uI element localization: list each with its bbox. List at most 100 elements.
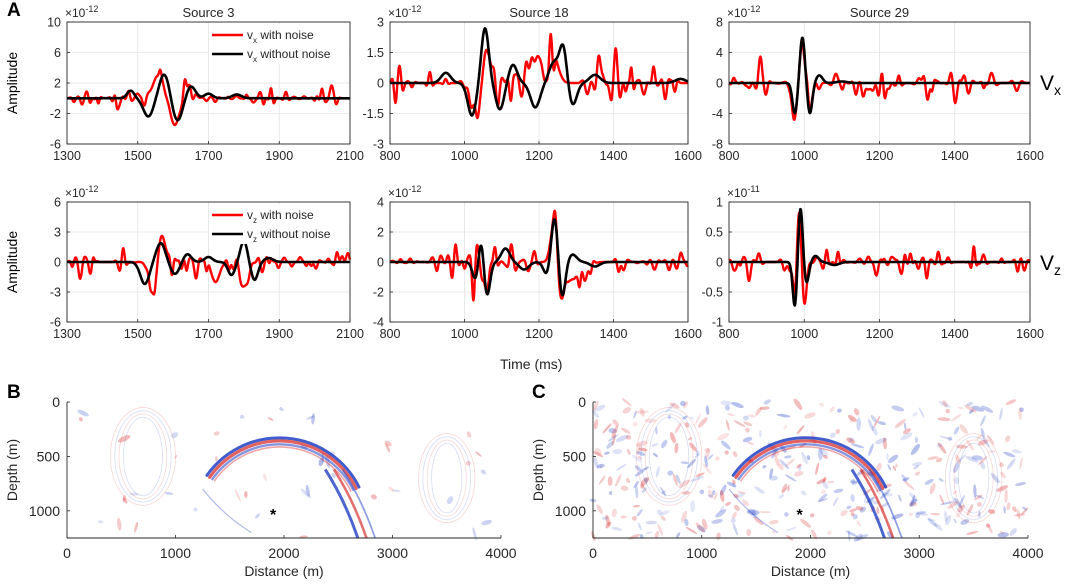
noise-speck <box>850 494 855 502</box>
chart-title: Source 18 <box>509 5 568 20</box>
noise-speck <box>833 488 844 493</box>
noise-speck <box>480 469 486 475</box>
noise-speck <box>720 440 731 450</box>
noise-speck <box>966 530 979 535</box>
noise-speck <box>644 466 649 470</box>
noise-speck <box>990 473 1000 484</box>
noise-speck <box>598 475 606 485</box>
noise-speck <box>602 423 612 434</box>
x-tick-label: 1700 <box>195 149 223 163</box>
noise-speck <box>909 492 918 502</box>
y-exponent-label: ×10-12 <box>65 4 98 20</box>
noise-speck <box>660 516 666 521</box>
noise-speck <box>837 408 842 413</box>
noise-speck <box>818 448 829 457</box>
noise-speck <box>636 451 646 456</box>
faint-ripple <box>123 416 163 496</box>
noise-speck <box>475 451 482 457</box>
legend-box <box>209 204 349 244</box>
noise-speck <box>612 434 616 446</box>
noise-speck <box>781 483 788 494</box>
noise-speck <box>129 492 139 496</box>
faint-ripple <box>958 442 990 514</box>
legend-entry: vx with noise <box>247 28 314 45</box>
noise-speck <box>726 481 736 487</box>
noise-speck <box>1014 513 1026 517</box>
noise-speck <box>914 436 919 443</box>
noise-speck <box>847 414 857 422</box>
noise-speck <box>988 509 996 514</box>
noise-speck <box>690 475 704 482</box>
noise-speck <box>213 431 220 436</box>
noise-speck <box>704 448 711 453</box>
noise-speck <box>1000 471 1006 479</box>
y-tick-label: 3 <box>54 226 61 240</box>
y-exponent-label: ×10-12 <box>388 4 421 20</box>
noise-speck <box>882 437 887 450</box>
noise-speck <box>777 413 791 418</box>
noise-speck <box>978 511 981 518</box>
noise-speck <box>705 447 710 459</box>
noise-speck <box>311 413 315 425</box>
noise-speck <box>645 478 648 485</box>
noise-speck <box>927 518 936 522</box>
noise-speck <box>607 476 613 487</box>
noise-speck <box>876 506 880 515</box>
noise-speck <box>681 510 688 523</box>
noise-speck <box>883 492 893 497</box>
noise-speck <box>97 520 104 524</box>
noise-speck <box>715 456 720 461</box>
x-tick-label: 1400 <box>600 149 628 163</box>
noise-speck <box>687 458 696 469</box>
legend-entry: vx without noise <box>247 47 331 64</box>
noise-speck <box>708 494 714 498</box>
noise-speck <box>665 402 676 413</box>
noise-speck <box>887 454 899 464</box>
noise-speck <box>876 463 882 472</box>
y-tick-label: 1 <box>716 196 723 210</box>
series-line-without-noise <box>728 207 1031 307</box>
noise-speck <box>687 437 693 441</box>
noise-speck <box>1015 482 1027 486</box>
noise-speck <box>945 408 950 414</box>
noise-speck <box>908 512 913 517</box>
noise-speck <box>599 464 603 469</box>
x-tick-label: 2100 <box>336 327 364 341</box>
noise-speck <box>733 504 740 511</box>
noise-speck <box>384 440 392 447</box>
legend-entry: vz with noise <box>247 208 314 225</box>
noise-speck <box>908 501 918 507</box>
x-tick-label: 1200 <box>525 149 553 163</box>
noise-speck <box>851 480 858 485</box>
noise-speck <box>1011 449 1022 454</box>
source-marker: * <box>270 507 277 524</box>
noise-speck <box>279 407 284 412</box>
noise-speck <box>694 413 702 426</box>
noise-speck <box>732 522 739 536</box>
y-tick-label: 0 <box>578 394 586 410</box>
noise-speck <box>705 405 710 415</box>
row-label-vz-main: V <box>1040 252 1055 275</box>
faint-ripple <box>949 436 998 520</box>
y-tick-label: 500 <box>37 448 61 464</box>
noise-speck <box>987 523 993 534</box>
noise-speck <box>1004 489 1008 504</box>
noise-speck <box>702 463 712 475</box>
noise-speck <box>853 408 860 416</box>
noise-speck <box>306 415 315 420</box>
noise-speck <box>657 523 664 536</box>
noise-speck <box>626 448 631 456</box>
x-tick-label: 1300 <box>53 327 81 341</box>
noise-speck <box>116 517 122 531</box>
noise-speck <box>977 439 989 446</box>
y-tick-label: 0 <box>377 77 384 91</box>
noise-speck <box>733 493 739 499</box>
noise-speck <box>593 457 599 469</box>
noise-speck <box>244 491 248 499</box>
noise-speck <box>1012 506 1017 513</box>
y-exponent-power: -12 <box>408 184 421 194</box>
faint-ripple <box>636 407 703 506</box>
noise-speck <box>254 513 261 519</box>
series-line-without-noise <box>66 239 351 286</box>
